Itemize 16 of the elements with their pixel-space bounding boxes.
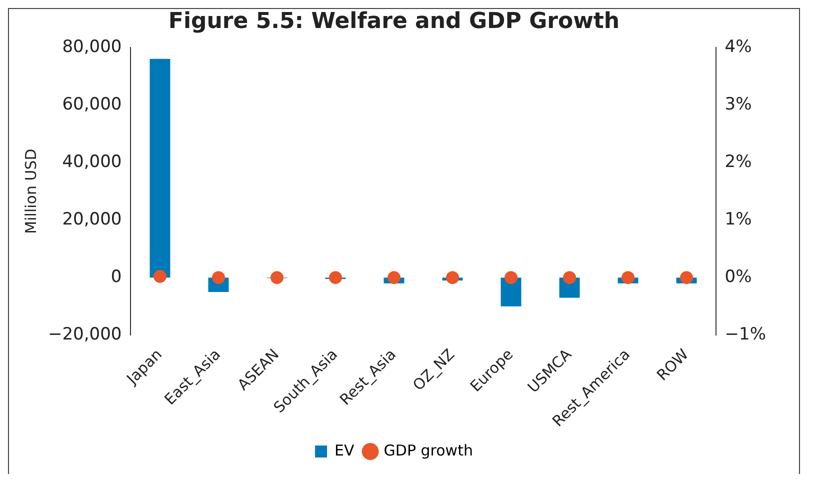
y-tick-label: 80,000 bbox=[62, 36, 122, 57]
y2-tick-label: 1% bbox=[724, 209, 752, 230]
y2-tick-label: 4% bbox=[724, 36, 752, 57]
y2-tick-label: −1% bbox=[724, 324, 766, 345]
legend-label: EV bbox=[334, 441, 356, 460]
y2-tick-label: 0% bbox=[724, 266, 752, 287]
chart-title: Figure 5.5: Welfare and GDP Growth bbox=[168, 8, 620, 34]
y-tick-label: −20,000 bbox=[48, 324, 122, 345]
y2-tick-label: 2% bbox=[724, 152, 752, 172]
legend-label: GDP growth bbox=[384, 441, 473, 460]
y-tick-label: 60,000 bbox=[62, 94, 122, 114]
y-tick-label: 0 bbox=[110, 266, 122, 287]
y-axis-title: Million USD bbox=[22, 148, 40, 234]
y-tick-label: 20,000 bbox=[62, 209, 122, 230]
y2-tick-label: 3% bbox=[724, 94, 752, 114]
y-tick-label: 40,000 bbox=[62, 152, 122, 172]
